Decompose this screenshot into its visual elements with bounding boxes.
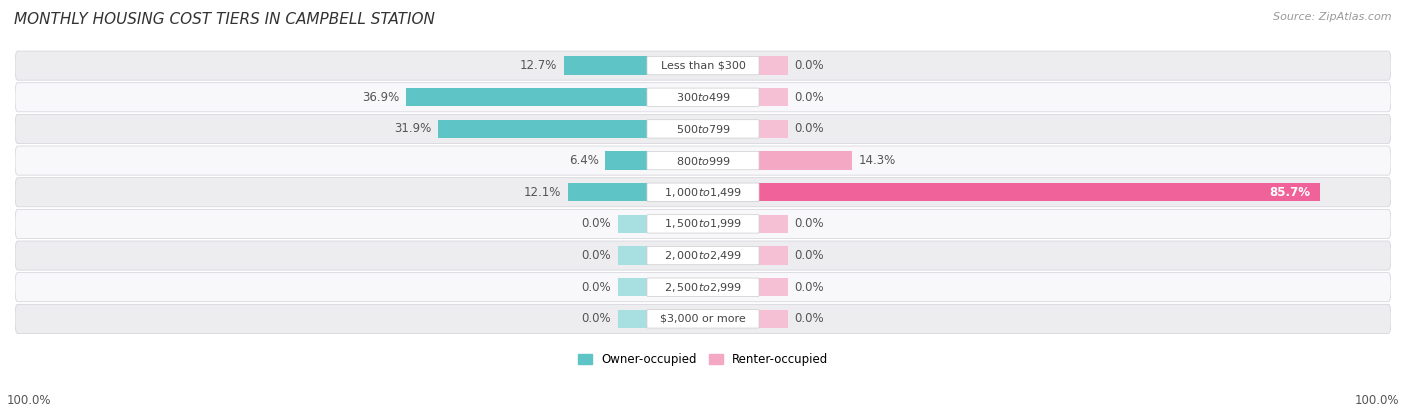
Text: $800 to $999: $800 to $999 (675, 154, 731, 166)
Bar (568, 183, 647, 201)
Bar (606, 151, 647, 170)
Legend: Owner-occupied, Renter-occupied: Owner-occupied, Renter-occupied (572, 348, 834, 371)
Text: 12.1%: 12.1% (524, 186, 561, 199)
Bar (617, 278, 647, 296)
Text: 6.4%: 6.4% (569, 154, 599, 167)
Text: 100.0%: 100.0% (7, 394, 52, 407)
Bar (617, 215, 647, 233)
FancyBboxPatch shape (15, 83, 1391, 112)
FancyBboxPatch shape (647, 278, 759, 296)
Text: 14.3%: 14.3% (859, 154, 896, 167)
FancyBboxPatch shape (15, 304, 1391, 333)
Text: $3,000 or more: $3,000 or more (661, 314, 745, 324)
FancyBboxPatch shape (15, 115, 1391, 144)
Text: 0.0%: 0.0% (582, 281, 612, 294)
Text: 0.0%: 0.0% (794, 217, 824, 230)
Text: 0.0%: 0.0% (794, 281, 824, 294)
Bar (759, 151, 852, 170)
Text: $2,500 to $2,999: $2,500 to $2,999 (664, 281, 742, 294)
Text: 31.9%: 31.9% (395, 122, 432, 135)
FancyBboxPatch shape (647, 247, 759, 265)
Text: $2,000 to $2,499: $2,000 to $2,499 (664, 249, 742, 262)
Text: 0.0%: 0.0% (794, 59, 824, 72)
Bar (759, 247, 789, 265)
Text: 12.7%: 12.7% (520, 59, 558, 72)
Bar (439, 120, 647, 138)
Bar (405, 88, 647, 106)
Text: $1,500 to $1,999: $1,500 to $1,999 (664, 217, 742, 230)
FancyBboxPatch shape (15, 178, 1391, 207)
Text: 0.0%: 0.0% (794, 91, 824, 104)
FancyBboxPatch shape (15, 51, 1391, 80)
Text: $300 to $499: $300 to $499 (675, 91, 731, 103)
Text: 0.0%: 0.0% (582, 249, 612, 262)
Text: 100.0%: 100.0% (1354, 394, 1399, 407)
Text: Less than $300: Less than $300 (661, 61, 745, 71)
Bar (617, 310, 647, 328)
FancyBboxPatch shape (647, 151, 759, 170)
Bar (759, 310, 789, 328)
Bar (759, 56, 789, 75)
FancyBboxPatch shape (647, 88, 759, 106)
Bar (759, 88, 789, 106)
Text: Source: ZipAtlas.com: Source: ZipAtlas.com (1274, 12, 1392, 22)
FancyBboxPatch shape (647, 310, 759, 328)
FancyBboxPatch shape (15, 241, 1391, 270)
Bar (564, 56, 647, 75)
FancyBboxPatch shape (15, 273, 1391, 302)
FancyBboxPatch shape (647, 120, 759, 138)
Text: 0.0%: 0.0% (794, 312, 824, 325)
FancyBboxPatch shape (15, 209, 1391, 239)
FancyBboxPatch shape (647, 215, 759, 233)
Text: 0.0%: 0.0% (582, 217, 612, 230)
Bar (617, 247, 647, 265)
Bar (759, 215, 789, 233)
Text: 0.0%: 0.0% (794, 122, 824, 135)
Text: 85.7%: 85.7% (1270, 186, 1310, 199)
Text: 0.0%: 0.0% (794, 249, 824, 262)
Text: MONTHLY HOUSING COST TIERS IN CAMPBELL STATION: MONTHLY HOUSING COST TIERS IN CAMPBELL S… (14, 12, 434, 27)
Bar (759, 120, 789, 138)
Text: $500 to $799: $500 to $799 (675, 123, 731, 135)
Text: 36.9%: 36.9% (361, 91, 399, 104)
Bar (759, 183, 1320, 201)
FancyBboxPatch shape (15, 146, 1391, 175)
Text: $1,000 to $1,499: $1,000 to $1,499 (664, 186, 742, 199)
Text: 0.0%: 0.0% (582, 312, 612, 325)
FancyBboxPatch shape (647, 183, 759, 201)
Bar (759, 278, 789, 296)
FancyBboxPatch shape (647, 56, 759, 75)
